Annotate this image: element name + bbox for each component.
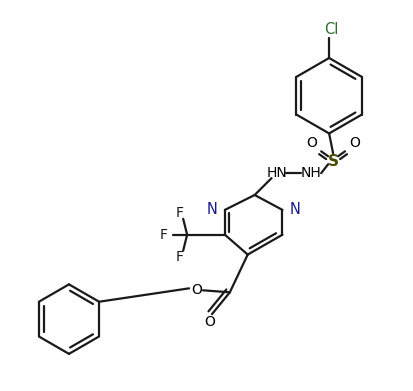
Text: N: N [289,203,299,217]
Text: F: F [159,228,167,242]
Text: F: F [175,206,183,220]
Text: O: O [305,136,316,151]
Text: HN: HN [266,166,286,180]
Text: Cl: Cl [323,22,337,37]
Text: O: O [204,315,215,329]
Text: O: O [349,136,359,151]
Text: O: O [191,283,202,297]
Text: S: S [327,154,338,169]
Text: F: F [175,249,183,264]
Text: NH: NH [300,166,321,180]
Text: N: N [206,203,217,217]
